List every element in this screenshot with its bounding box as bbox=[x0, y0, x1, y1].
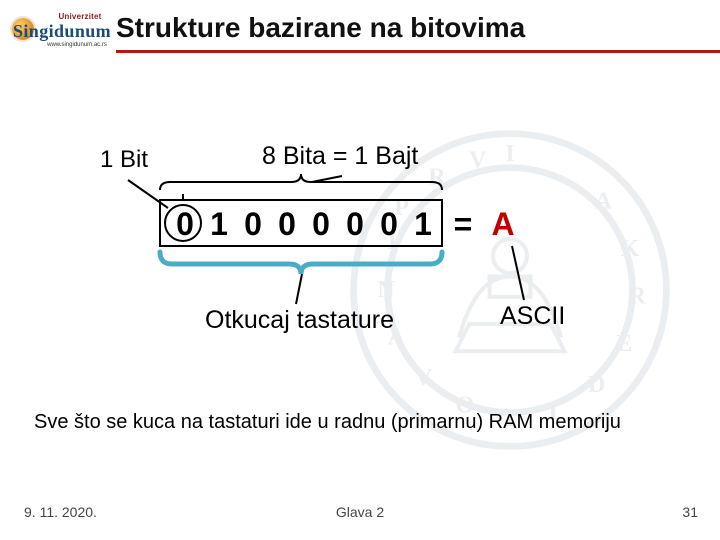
equals-sign: = bbox=[446, 206, 480, 243]
line-1bit-to-circle bbox=[128, 180, 168, 208]
bit-1: 1 bbox=[202, 206, 236, 243]
slide-footer: 9. 11. 2020. Glava 2 31 bbox=[0, 504, 720, 524]
byte-diagram: 1 Bit 8 Bita = 1 Bajt 0 1 0 0 0 0 0 1 = … bbox=[0, 112, 720, 392]
bit-6: 0 bbox=[372, 206, 406, 243]
bit-0: 0 bbox=[168, 206, 202, 243]
line-ascii-to-letter bbox=[512, 246, 524, 300]
label-1-bit: 1 Bit bbox=[100, 146, 148, 174]
bottom-brace bbox=[160, 252, 442, 274]
logo-url: www.singidunum.ac.rs bbox=[8, 42, 116, 48]
bit-7: 1 bbox=[406, 206, 440, 243]
line-8bita-to-brace bbox=[312, 176, 342, 182]
bit-5: 0 bbox=[338, 206, 372, 243]
top-brace bbox=[160, 174, 442, 190]
byte-bits-row: 0 1 0 0 0 0 0 1 = A bbox=[168, 206, 520, 243]
university-logo: Univerzitet Singidunum www.singidunum.ac… bbox=[8, 10, 108, 54]
logo-top-label: Univerzitet bbox=[8, 12, 116, 21]
bit-3: 0 bbox=[270, 206, 304, 243]
slide: PRVI A K R E D I T O V A N I bbox=[0, 0, 720, 540]
title-underline bbox=[116, 50, 720, 53]
footer-page: 31 bbox=[682, 504, 698, 520]
bit-4: 0 bbox=[304, 206, 338, 243]
label-ascii: ASCII bbox=[500, 302, 565, 331]
label-8-bita: 8 Bita = 1 Bajt bbox=[262, 142, 418, 171]
slide-title: Strukture bazirane na bitovima bbox=[116, 12, 525, 44]
slide-caption: Sve što se kuca na tastaturi ide u radnu… bbox=[34, 410, 690, 436]
ascii-letter: A bbox=[486, 206, 520, 243]
footer-chapter: Glava 2 bbox=[0, 504, 720, 520]
label-otkucaj: Otkucaj tastature bbox=[205, 306, 394, 335]
bit-2: 0 bbox=[236, 206, 270, 243]
line-otkucaj-to-brace bbox=[296, 274, 302, 304]
logo-name: Singidunum bbox=[8, 21, 116, 42]
